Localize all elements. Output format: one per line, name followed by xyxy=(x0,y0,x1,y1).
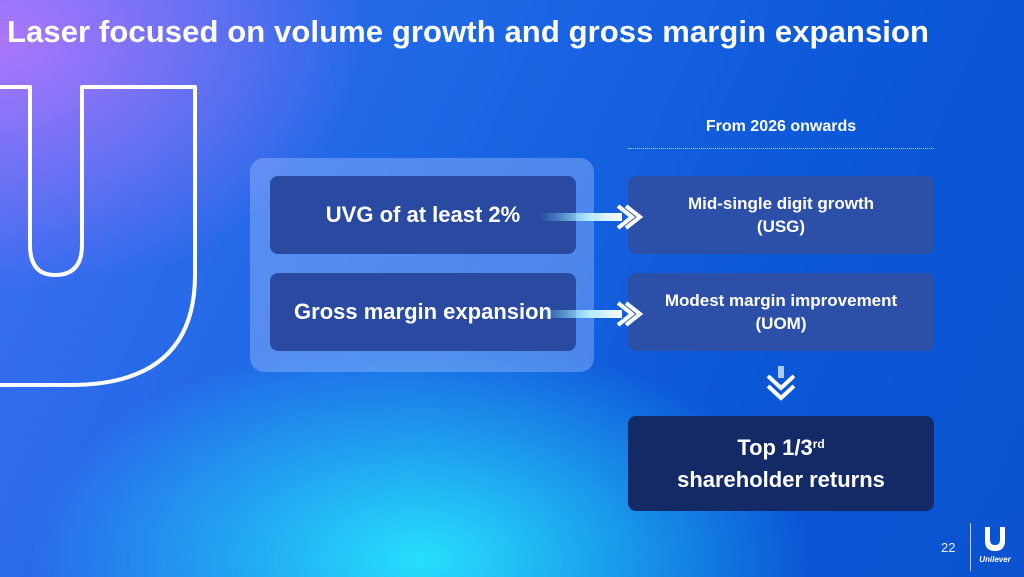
usg-line1: Mid-single digit growth xyxy=(687,194,875,213)
final-line2: shareholder returns xyxy=(677,466,885,492)
unilever-wordmark: Unilever xyxy=(979,555,1011,564)
uvg-box: UVG of at least 2% xyxy=(270,176,576,254)
dotted-divider xyxy=(628,148,934,149)
gross-margin-box: Gross margin expansion xyxy=(270,273,576,351)
shareholder-returns-box: Top 1/3rd shareholder returns xyxy=(628,416,934,511)
uom-line2: (UOM) xyxy=(755,314,807,333)
page-number: 22 xyxy=(941,540,956,555)
arrow-down-icon xyxy=(766,366,796,401)
u-outline-graphic xyxy=(0,85,197,388)
final-line1: Top 1/3rd xyxy=(737,432,824,464)
uvg-label: UVG of at least 2% xyxy=(325,202,521,227)
usg-line2: (USG) xyxy=(756,217,806,236)
top-third-text: Top 1/3 xyxy=(737,434,813,460)
arrow-right-icon xyxy=(540,301,644,327)
superscript-rd: rd xyxy=(812,436,825,451)
unilever-logo: Unilever xyxy=(978,526,1012,564)
gross-margin-label: Gross margin expansion xyxy=(294,299,552,324)
footer-divider xyxy=(970,523,971,571)
uom-line1: Modest margin improvement xyxy=(664,291,898,310)
unilever-u-icon xyxy=(985,527,1005,551)
arrow-right-icon xyxy=(540,204,644,230)
from-2026-heading: From 2026 onwards xyxy=(705,118,857,135)
usg-box: Mid-single digit growth (USG) xyxy=(628,176,934,254)
uom-box: Modest margin improvement (UOM) xyxy=(628,273,934,351)
slide-title: Laser focused on volume growth and gross… xyxy=(7,14,930,49)
